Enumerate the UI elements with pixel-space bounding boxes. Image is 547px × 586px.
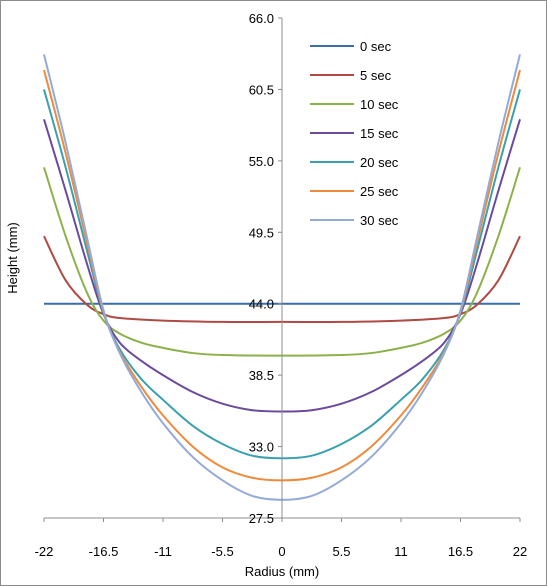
y-tick-label: 60.5 bbox=[249, 82, 274, 97]
legend: 0 sec 5 sec 10 sec 15 sec 20 sec 25 sec 30 sec bbox=[310, 39, 399, 228]
y-tick-label: 33.0 bbox=[249, 440, 274, 455]
axes-layer bbox=[44, 18, 520, 519]
y-tick-label: 49.5 bbox=[249, 225, 274, 240]
x-tick-label: -5.5 bbox=[211, 544, 233, 559]
legend-label-5-sec: 5 sec bbox=[360, 68, 392, 83]
x-tick-label: 16.5 bbox=[448, 544, 473, 559]
x-tick-label: 11 bbox=[394, 544, 408, 559]
y-tick-label: 44.0 bbox=[249, 297, 274, 312]
legend-label-25-sec: 25 sec bbox=[360, 184, 399, 199]
y-tick-label: 38.5 bbox=[249, 368, 274, 383]
x-tick-labels: -22 -16.5 -11 -5.5 0 5.5 11 16.5 22 bbox=[35, 518, 527, 559]
legend-label-15-sec: 15 sec bbox=[360, 126, 399, 141]
x-tick-label: -16.5 bbox=[89, 544, 119, 559]
legend-label-0-sec: 0 sec bbox=[360, 39, 392, 54]
x-tick-label: -22 bbox=[35, 544, 54, 559]
x-tick-label: -11 bbox=[154, 544, 172, 559]
legend-label-20-sec: 20 sec bbox=[360, 155, 399, 170]
x-tick-label: 5.5 bbox=[332, 544, 350, 559]
y-tick-label: 55.0 bbox=[249, 154, 274, 169]
y-axis-title: Height (mm) bbox=[5, 222, 20, 294]
legend-label-10-sec: 10 sec bbox=[360, 97, 399, 112]
y-tick-label: 66.0 bbox=[249, 11, 274, 26]
x-axis-title: Radius (mm) bbox=[245, 564, 319, 579]
legend-label-30-sec: 30 sec bbox=[360, 213, 399, 228]
y-tick-labels: 66.0 60.5 55.0 49.5 44.0 38.5 33.0 27.5 bbox=[249, 11, 282, 526]
x-tick-label: 0 bbox=[278, 544, 285, 559]
x-tick-label: 22 bbox=[513, 544, 527, 559]
y-tick-label: 27.5 bbox=[249, 511, 274, 526]
